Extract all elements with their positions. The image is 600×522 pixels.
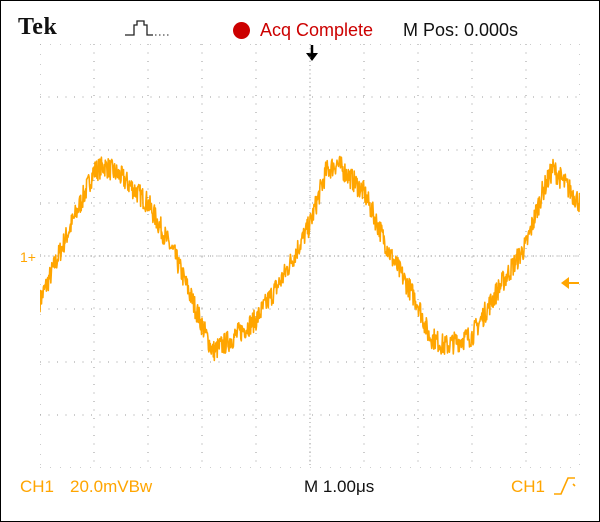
channel-label: CH1	[20, 477, 55, 496]
rising-edge-icon	[554, 477, 576, 495]
channel-1-ground-marker[interactable]: 1+	[20, 249, 36, 265]
status-bar: Tek Acq Complete M Pos: 0.000s	[0, 0, 600, 42]
acquisition-status-dot	[233, 22, 250, 39]
timebase-readout: M 1.00μs	[304, 477, 375, 496]
graticule-grid	[40, 44, 580, 468]
channel-1-trace	[40, 155, 580, 362]
acquisition-status: Acq Complete	[260, 20, 374, 40]
trigger-position-arrow-icon	[306, 45, 318, 61]
trigger-level-arrow-icon[interactable]	[561, 275, 579, 291]
brand-logo: Tek	[18, 14, 58, 40]
vertical-scale-readout: 20.0mVBw	[70, 477, 153, 496]
trigger-channel-label: CH1	[511, 477, 546, 496]
waveform-display	[40, 44, 580, 468]
horizontal-position-readout: M Pos: 0.000s	[403, 20, 519, 40]
pulse-trigger-icon	[125, 20, 169, 36]
